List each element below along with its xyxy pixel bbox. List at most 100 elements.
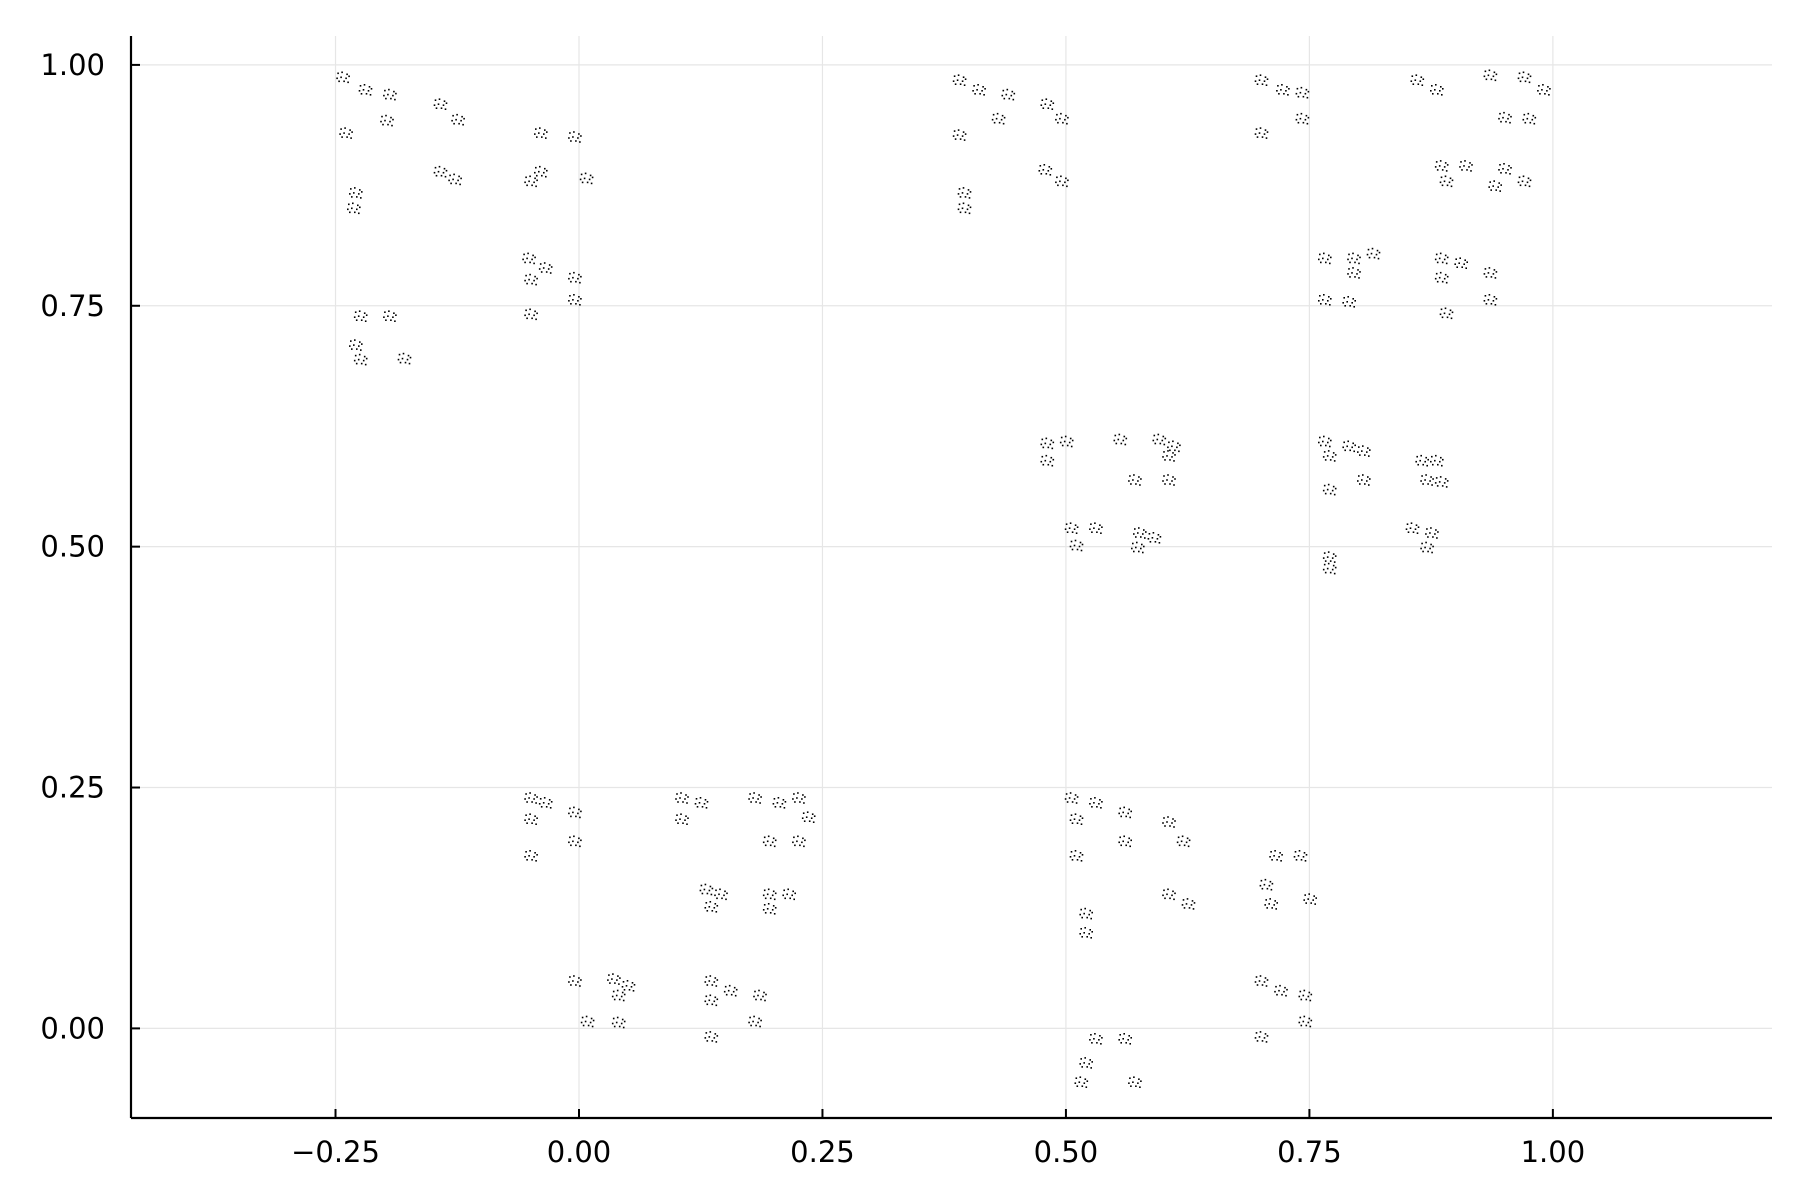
axis-ticks: −0.25 0.00 0.25 0.50 0.75 1.000.000.250.500.7…: [40, 48, 1585, 1169]
point-speck: [1047, 170, 1050, 172]
point-speck: [1182, 899, 1185, 901]
point-speck: [451, 119, 453, 122]
point-speck: [1254, 80, 1257, 82]
point-speck: [541, 136, 543, 138]
x-tick-label: 0.75: [1277, 1135, 1342, 1169]
point-speck: [1045, 437, 1048, 440]
data-point: [1488, 180, 1502, 192]
point-speck: [1259, 127, 1262, 129]
point-speck: [721, 897, 723, 900]
point-speck: [1127, 1039, 1129, 1041]
point-speck: [360, 93, 363, 95]
point-speck: [956, 134, 959, 136]
point-speck: [1255, 75, 1258, 77]
point-speck: [550, 801, 553, 803]
point-speck: [613, 998, 616, 1001]
point-speck: [1322, 257, 1324, 260]
point-speck: [801, 798, 803, 800]
point-speck: [1191, 900, 1194, 902]
point-speck: [1185, 841, 1188, 844]
point-speck: [361, 343, 363, 345]
point-speck: [1130, 1037, 1132, 1039]
point-speck: [1081, 936, 1083, 938]
point-speck: [1438, 276, 1441, 279]
point-speck: [686, 802, 688, 804]
point-speck: [408, 362, 411, 365]
point-speck: [1432, 478, 1434, 480]
point-speck: [1494, 277, 1497, 279]
point-speck: [983, 94, 985, 96]
data-point: [1357, 445, 1371, 457]
point-speck: [1352, 298, 1354, 300]
data-point: [607, 973, 621, 985]
data-point: [1128, 1076, 1142, 1088]
point-speck: [1263, 1037, 1266, 1039]
point-speck: [590, 1017, 593, 1020]
point-speck: [1358, 262, 1360, 265]
data-point: [1293, 850, 1308, 862]
point-speck: [783, 807, 786, 809]
x-tick-label: 0.00: [547, 1135, 612, 1169]
point-speck: [619, 977, 621, 979]
point-speck: [1519, 184, 1522, 187]
point-speck: [573, 294, 575, 296]
point-speck: [1158, 542, 1161, 544]
data-point: [714, 888, 728, 901]
point-speck: [1089, 803, 1091, 805]
data-point: [1264, 898, 1278, 910]
point-speck: [749, 793, 751, 795]
point-speck: [1268, 903, 1270, 905]
point-speck: [1323, 252, 1325, 255]
point-speck: [1349, 449, 1351, 452]
point-speck: [804, 796, 806, 798]
point-speck: [1507, 169, 1509, 171]
point-speck: [1440, 456, 1442, 459]
point-speck: [570, 984, 572, 986]
point-speck: [585, 1015, 588, 1018]
point-speck: [1304, 92, 1307, 95]
data-point: [1055, 112, 1069, 125]
point-speck: [725, 993, 728, 996]
data-point: [1128, 474, 1142, 486]
point-speck: [1113, 439, 1116, 442]
point-speck: [1439, 181, 1442, 184]
point-speck: [1343, 441, 1345, 444]
point-speck: [811, 813, 814, 815]
point-speck: [1484, 295, 1487, 297]
point-speck: [631, 982, 634, 984]
point-speck: [1542, 84, 1544, 86]
point-speck: [1280, 860, 1282, 862]
point-speck: [1040, 460, 1043, 463]
point-speck: [1353, 306, 1355, 308]
point-speck: [791, 894, 793, 897]
point-speck: [1318, 441, 1320, 444]
point-speck: [812, 821, 815, 823]
point-speck: [1071, 439, 1074, 442]
data-point: [1038, 164, 1053, 176]
point-speck: [1180, 840, 1183, 843]
point-speck: [450, 182, 452, 185]
data-point: [952, 74, 967, 86]
point-speck: [1312, 899, 1314, 901]
point-speck: [992, 113, 995, 116]
point-speck: [1434, 533, 1436, 535]
point-speck: [1454, 263, 1456, 265]
point-speck: [568, 812, 570, 815]
point-speck: [1440, 86, 1442, 88]
point-speck: [748, 798, 750, 800]
point-speck: [1124, 443, 1127, 446]
point-speck: [1088, 913, 1090, 916]
point-speck: [1278, 93, 1280, 95]
point-speck: [358, 90, 361, 92]
point-speck: [570, 815, 572, 818]
point-speck: [1152, 532, 1155, 534]
point-speck: [714, 977, 717, 979]
point-speck: [1333, 493, 1336, 496]
point-speck: [1266, 979, 1269, 981]
point-speck: [578, 808, 580, 811]
point-speck: [1303, 989, 1306, 992]
point-speck: [346, 136, 348, 138]
point-speck: [961, 207, 964, 210]
point-speck: [392, 316, 394, 318]
point-speck: [773, 898, 776, 901]
